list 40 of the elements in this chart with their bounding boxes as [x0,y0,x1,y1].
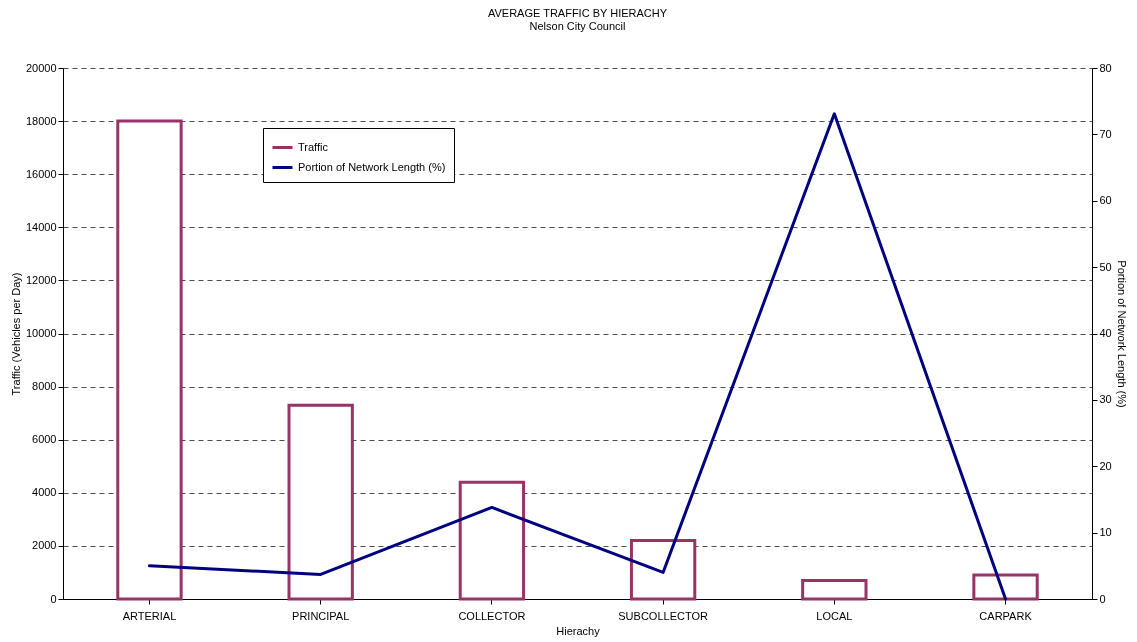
y2-tick-label: 50 [1099,260,1112,273]
y-tick-label: 4000 [32,486,57,499]
bar [972,573,1039,601]
bar [629,539,697,601]
y2-tick-label: 10 [1099,526,1112,539]
bar [116,119,183,601]
y2-tick-label: 30 [1099,393,1112,406]
y2-tick-label: 0 [1099,592,1106,605]
y2-tick-label: 20 [1099,459,1112,472]
x-tick-label: LOCAL [816,609,853,622]
legend-label: Portion of Network Length (%) [298,160,446,173]
y2-tick-label: 60 [1099,194,1112,207]
y-tick-label: 10000 [25,327,57,339]
x-tick-label: CARPARK [979,609,1033,622]
bar [801,578,868,601]
y2-axis-title: Portion of Network Length (%) [1115,260,1128,408]
y-tick-label: 8000 [32,380,57,393]
x-tick-label: ARTERIAL [122,609,177,622]
y-tick-label: 16000 [25,167,57,180]
y2-tick-label: 40 [1099,327,1112,339]
y-tick-label: 6000 [32,433,57,446]
y-axis-title: Traffic (Vehicles per Day) [9,272,22,396]
y-tick-label: 2000 [32,539,57,552]
y2-tick-label: 70 [1099,127,1112,140]
y2-tick-label: 80 [1099,61,1112,74]
y-tick-label: 18000 [25,114,57,127]
legend-label: Traffic [298,140,329,153]
chart-subtitle: Nelson City Council [529,20,626,32]
y-tick-label: 20000 [25,61,57,74]
y-tick-label: 14000 [25,220,57,233]
bar [287,403,354,601]
chart-title: AVERAGE TRAFFIC BY HIERACHY [487,7,668,19]
x-axis-title: Hierachy [556,624,601,637]
x-tick-label: COLLECTOR [458,609,526,622]
y-tick-label: 12000 [25,273,57,286]
x-tick-label: SUBCOLLECTOR [618,609,708,622]
bar [458,480,526,601]
x-tick-label: PRINCIPAL [292,609,350,622]
y-tick-label: 0 [50,592,57,605]
line-series [147,112,1008,601]
